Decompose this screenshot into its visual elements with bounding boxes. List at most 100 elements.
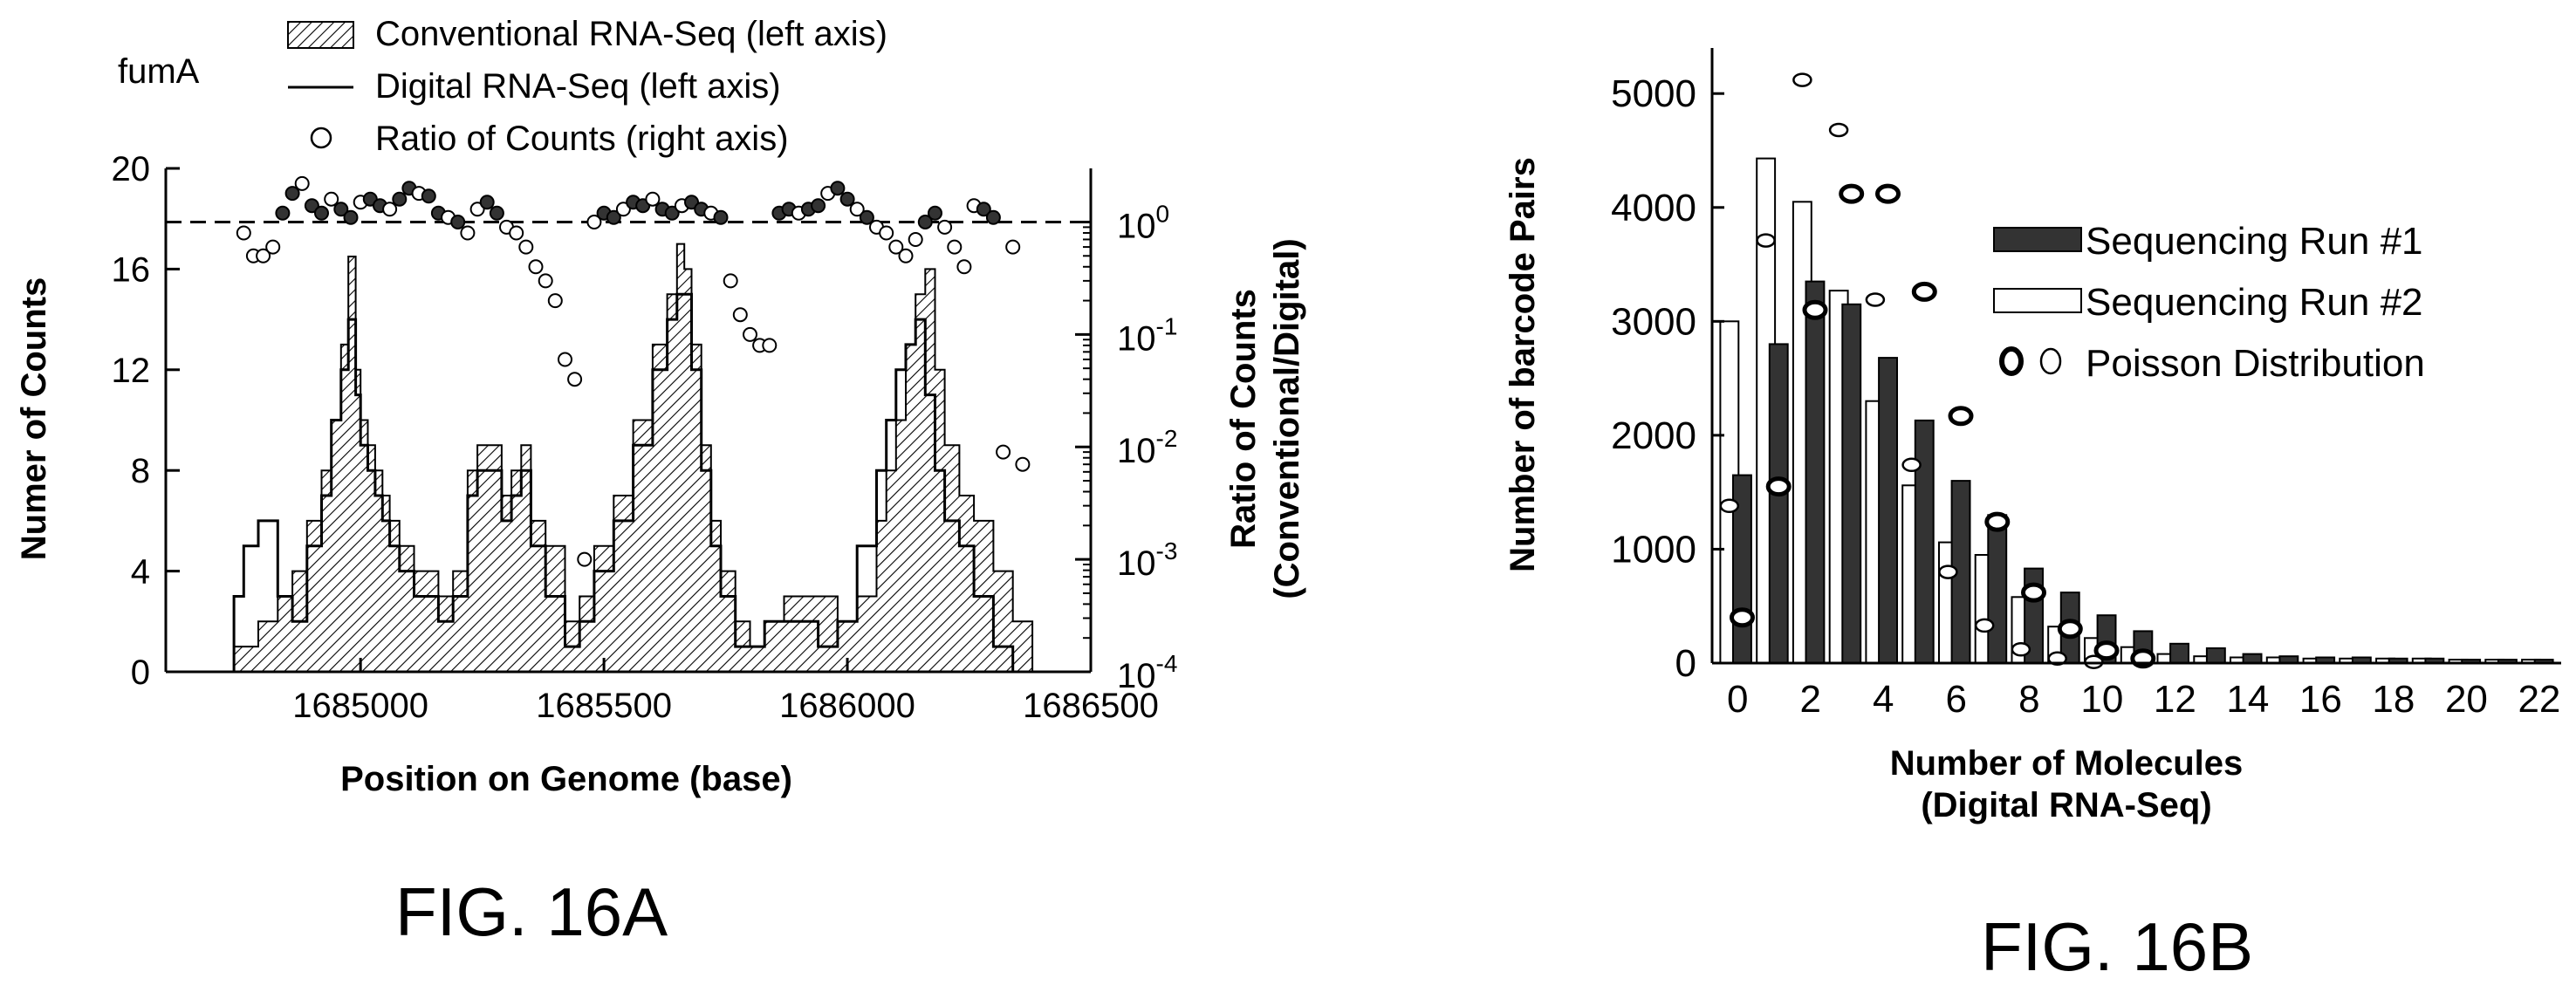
poisson-point-run2	[1756, 233, 1776, 248]
x-axis-label-line2-16b: (Digital RNA-Seq)	[1921, 786, 2211, 824]
bar-run1	[1987, 514, 2008, 664]
poisson-point-run1	[1839, 183, 1865, 204]
x-tick-label-16b: 2	[1800, 678, 1821, 721]
legend-label-run1: Sequencing Run #1	[2086, 220, 2423, 263]
poisson-point-run1	[2021, 582, 2046, 603]
ratio-point	[762, 338, 778, 353]
ratio-point	[645, 191, 661, 207]
y-tick-label-16a: 8	[131, 452, 150, 490]
legend-label-run2: Sequencing Run #2	[2086, 281, 2423, 324]
legend-16b: Sequencing Run #1 Sequencing Run #2 Pois…	[1993, 220, 2425, 385]
ratio-point	[324, 191, 339, 207]
y-tick-label-16b: 3000	[1611, 300, 1696, 343]
bar-run1	[1768, 343, 1789, 664]
legend-label-digital: Digital RNA-Seq (left axis)	[375, 67, 781, 106]
poisson-point-run2	[2047, 651, 2067, 667]
poisson-point-run1	[2057, 619, 2083, 640]
legend-swatch-poisson-bold	[1999, 346, 2024, 376]
x-tick-label-16b: 14	[2226, 678, 2269, 721]
ratio-point	[479, 195, 495, 210]
poisson-point-run1	[1875, 183, 1901, 204]
ratio-point	[421, 188, 436, 204]
y-axis-label-16a: Numer of Counts	[15, 277, 53, 560]
ratio-point	[489, 205, 504, 221]
poisson-point-run1	[1911, 281, 1937, 302]
bar-run1	[1805, 280, 1826, 664]
bar-run1	[1878, 357, 1899, 664]
ratio-point	[1015, 456, 1031, 472]
x-tick-label-16b: 12	[2154, 678, 2196, 721]
chart-16b: 0 1000 2000 3000 4000 5000 0 2 4 6 8 10 12 14 16 18 20 22…	[1504, 48, 2561, 985]
figure-label-16a: FIG. 16A	[395, 873, 668, 950]
y2-tick-label-16a: 10-2	[1117, 425, 1177, 470]
legend-swatch-run2	[1993, 288, 2082, 313]
ratio-point	[343, 209, 359, 225]
x-tick-label-16a: 1686000	[779, 687, 915, 725]
poisson-point-run2	[1901, 457, 1922, 473]
ratio-point	[314, 205, 329, 221]
ratio-point	[528, 259, 544, 275]
legend-swatch-ratio	[310, 127, 332, 149]
ratio-point	[509, 225, 524, 241]
x-tick-label-16b: 4	[1873, 678, 1894, 721]
ratio-point	[976, 202, 991, 217]
poisson-point-run1	[1802, 299, 1828, 320]
x-tick-label-16b: 22	[2518, 678, 2560, 721]
y2-tick-label-16a: 10-1	[1117, 312, 1177, 358]
bar-run1	[2205, 647, 2226, 664]
y-tick-label-16b: 5000	[1611, 72, 1696, 115]
ratio-point	[743, 326, 757, 342]
y2-axis-label-line1: Ratio of Counts	[1224, 289, 1263, 549]
x-tick-label-16b: 0	[1727, 678, 1748, 721]
ratio-point	[256, 248, 271, 263]
legend-16a: Conventional RNA-Seq (left axis) Digital…	[287, 15, 887, 158]
ratio-point	[304, 198, 319, 214]
ratio-point	[908, 232, 923, 247]
poisson-point-run2	[1938, 564, 1958, 579]
ratio-point	[294, 175, 310, 191]
ratio-point	[996, 444, 1011, 460]
ratio-point	[606, 209, 621, 225]
legend-swatch-conventional	[287, 21, 354, 49]
ratio-point	[664, 205, 680, 221]
ratio-point	[586, 215, 602, 229]
y-tick-label-16a: 16	[112, 250, 151, 289]
poisson-point-run1	[1730, 607, 1755, 628]
ratio-point	[1005, 239, 1021, 255]
y-tick-label-16b: 4000	[1611, 187, 1696, 229]
ratio-point	[684, 195, 699, 210]
gene-label: fumA	[118, 52, 200, 91]
ratio-point	[577, 551, 593, 567]
bar-run1	[2242, 653, 2263, 664]
ratio-point	[830, 181, 846, 196]
bar-run1	[1914, 419, 1935, 664]
legend-label-poisson: Poisson Distribution	[2086, 342, 2425, 385]
legend-swatch-run1	[1993, 227, 2082, 252]
ratio-point	[382, 202, 398, 217]
ratio-point	[538, 273, 553, 289]
ratio-point	[558, 352, 572, 367]
poisson-point-run2	[1719, 498, 1740, 514]
poisson-point-run1	[2093, 640, 2120, 661]
bar-run1	[2169, 642, 2190, 664]
ratio-point	[567, 372, 583, 387]
y-tick-label-16b: 2000	[1611, 414, 1696, 457]
ratio-point	[392, 191, 408, 207]
poisson-point-run2	[1974, 618, 1995, 633]
poisson-point-run1	[1948, 406, 1974, 427]
ratio-point	[937, 219, 953, 235]
ratio-point	[888, 239, 904, 255]
figure-label-16b: FIG. 16B	[1981, 908, 2253, 985]
y-tick-label-16a: 0	[131, 653, 150, 692]
bar-run1	[1841, 303, 1862, 665]
ratio-point	[956, 259, 972, 275]
plot-area-16a	[166, 175, 1091, 674]
poisson-point-run2	[1828, 122, 1849, 138]
legend-swatch-poisson-thin	[2039, 347, 2062, 375]
x-tick-label-16b: 10	[2080, 678, 2123, 721]
ratio-point	[518, 239, 534, 255]
ratio-point	[879, 225, 894, 241]
poisson-point-run2	[1792, 72, 1812, 87]
